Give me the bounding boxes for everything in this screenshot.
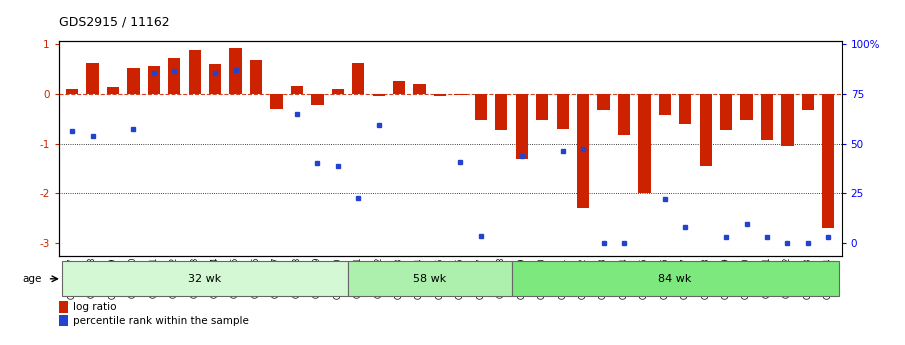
Bar xyxy=(516,94,528,158)
FancyBboxPatch shape xyxy=(511,261,839,296)
Bar xyxy=(209,64,222,94)
Bar xyxy=(577,94,589,208)
Bar xyxy=(433,94,446,96)
Bar xyxy=(107,87,119,94)
Bar xyxy=(188,50,201,94)
Bar xyxy=(597,94,610,110)
Bar xyxy=(148,66,160,94)
Bar xyxy=(638,94,651,194)
Bar xyxy=(291,86,303,94)
Bar xyxy=(311,94,323,105)
Bar xyxy=(454,94,467,95)
Bar xyxy=(332,89,344,94)
Text: percentile rank within the sample: percentile rank within the sample xyxy=(73,316,249,326)
Text: 32 wk: 32 wk xyxy=(188,274,222,284)
Text: age: age xyxy=(22,274,42,284)
Text: log ratio: log ratio xyxy=(73,302,117,312)
Bar xyxy=(59,302,68,313)
Bar xyxy=(495,94,508,130)
Text: 84 wk: 84 wk xyxy=(658,274,691,284)
Bar xyxy=(86,63,99,94)
Bar xyxy=(66,89,78,94)
Bar xyxy=(128,68,139,94)
Bar xyxy=(475,94,487,120)
Text: GDS2915 / 11162: GDS2915 / 11162 xyxy=(59,16,169,29)
Bar xyxy=(393,81,405,94)
Bar xyxy=(679,94,691,124)
Bar xyxy=(720,94,732,130)
Bar xyxy=(740,94,753,120)
Bar xyxy=(823,94,834,228)
Text: 58 wk: 58 wk xyxy=(414,274,446,284)
Bar xyxy=(557,94,568,129)
Bar xyxy=(168,58,180,94)
Bar xyxy=(536,94,548,120)
Bar xyxy=(700,94,712,166)
FancyBboxPatch shape xyxy=(348,261,511,296)
Bar xyxy=(373,94,385,96)
Bar xyxy=(230,48,242,94)
FancyBboxPatch shape xyxy=(62,261,348,296)
Bar xyxy=(659,94,671,115)
Bar xyxy=(802,94,814,110)
Bar xyxy=(761,94,773,140)
Bar xyxy=(250,60,262,94)
Bar xyxy=(59,315,68,326)
Bar xyxy=(271,94,282,109)
Bar xyxy=(352,63,365,94)
Bar xyxy=(781,94,794,146)
Bar xyxy=(414,84,425,94)
Bar xyxy=(618,94,630,135)
